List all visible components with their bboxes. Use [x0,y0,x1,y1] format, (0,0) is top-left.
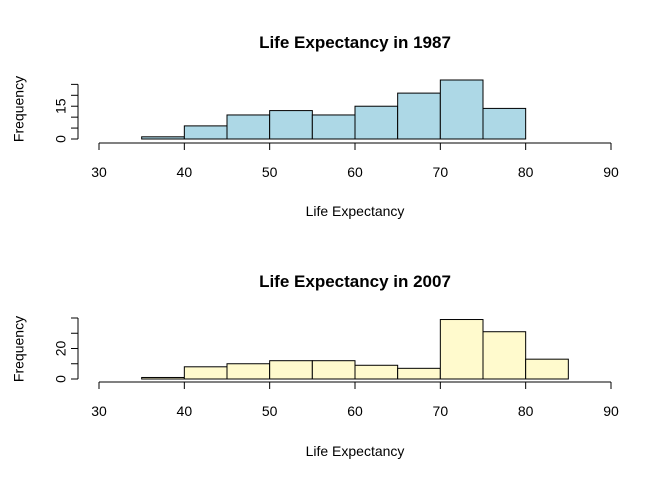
histogram-bar [311,360,356,380]
x-tick-label: 70 [433,164,449,180]
x-tick-label: 30 [91,403,107,419]
y-tick-label: 0 [53,135,69,143]
histogram-bar [482,107,527,140]
chart-title: Life Expectancy in 1987 [259,33,451,52]
x-tick-label: 90 [603,164,619,180]
x-axis-label: Life Expectancy [306,203,405,219]
histogram-panel-2007: Life Expectancy in 2007 30 40 50 60 70 80 90 0 20… [11,272,619,459]
y-tick-label: 20 [53,341,69,357]
x-tick-label: 50 [262,403,278,419]
histogram-bar [183,125,228,140]
histogram-bar [226,363,271,380]
histogram-bar [439,319,484,380]
x-tick-label: 40 [177,403,193,419]
histogram-bar [439,79,484,140]
histogram-bar [226,114,271,140]
histogram-bar [269,110,313,140]
chart-title: Life Expectancy in 2007 [259,272,451,291]
y-axis-label: Frequency [11,316,27,382]
histogram-bar [482,331,527,380]
x-tick-label: 30 [91,164,107,180]
x-tick-label: 80 [518,403,534,419]
x-tick-label: 90 [603,403,619,419]
histogram-bar [397,92,441,140]
y-axis-label: Frequency [11,76,27,142]
histogram-bar [354,364,399,380]
x-tick-label: 60 [347,164,363,180]
histogram-bar [525,358,569,380]
histogram-bar [311,114,356,140]
x-tick-label: 70 [433,403,449,419]
x-tick-label: 50 [262,164,278,180]
x-tick-label: 80 [518,164,534,180]
x-tick-label: 40 [177,164,193,180]
y-tick-label: 15 [53,98,69,114]
histogram-bar [397,367,441,380]
histogram-bar [141,376,185,380]
histogram-panel-1987: Life Expectancy in 1987 30 40 50 60 70 80 90 0 15… [11,33,619,219]
histogram-bar [269,360,313,380]
histogram-bar [354,105,399,140]
histogram-bar [141,136,185,140]
x-tick-label: 60 [347,403,363,419]
x-axis-label: Life Expectancy [306,443,405,459]
y-tick-label: 0 [53,375,69,383]
histogram-bar [183,366,228,380]
